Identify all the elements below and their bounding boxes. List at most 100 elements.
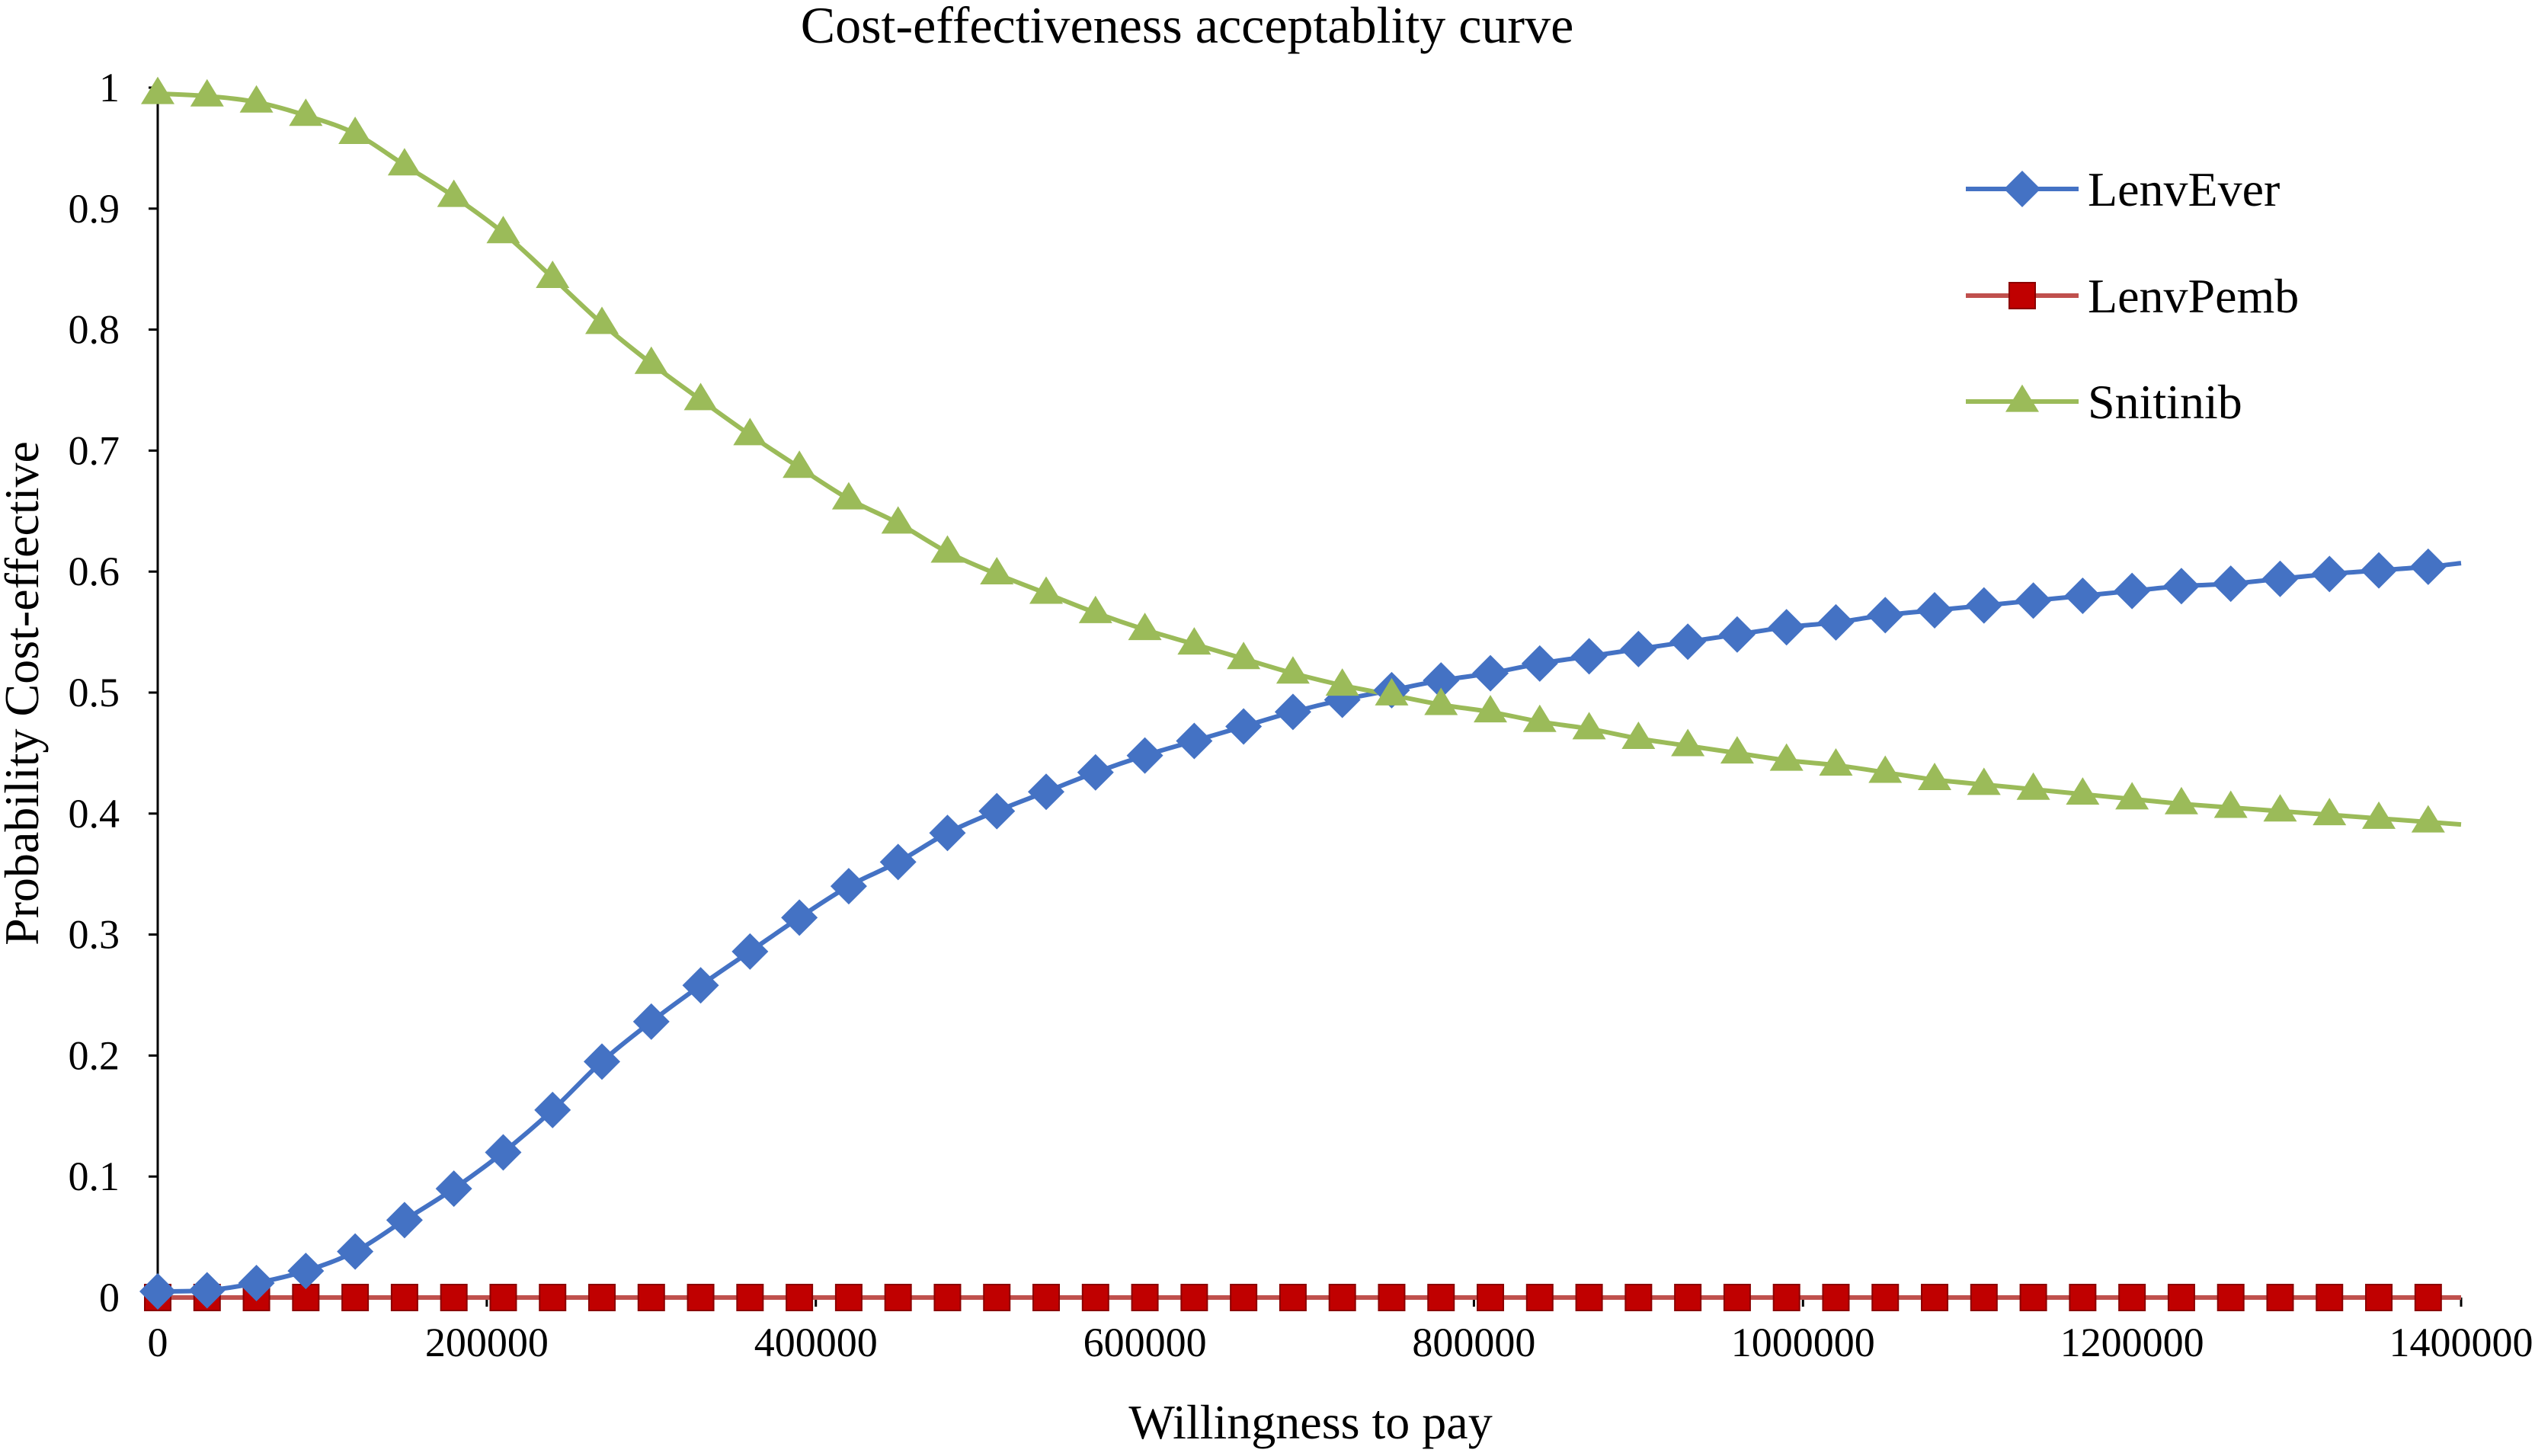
y-tick-label: 0.6 [69, 549, 120, 594]
y-tick-label: 0.1 [69, 1154, 120, 1199]
data-point-lenvever [1028, 773, 1065, 811]
data-point-lenvpemb [1525, 1284, 1554, 1311]
data-point-lenvever [2311, 555, 2348, 593]
data-point-lenvpemb [1674, 1284, 1702, 1311]
data-point-snitinib [486, 216, 520, 244]
data-point-lenvever [584, 1043, 621, 1080]
data-point-snitinib [2313, 798, 2347, 826]
markers-lenvpemb [144, 1284, 2442, 1311]
data-point-snitinib [2213, 790, 2248, 818]
data-point-snitinib [1671, 728, 1705, 757]
data-point-snitinib [1177, 627, 1211, 655]
data-point-lenvpemb [1822, 1284, 1850, 1311]
data-point-lenvever [287, 1253, 325, 1290]
x-tick-label: 1400000 [2389, 1320, 2533, 1365]
data-point-snitinib [585, 306, 619, 334]
data-point-lenvpemb [1772, 1284, 1800, 1311]
data-point-snitinib [683, 382, 718, 411]
data-point-lenvever [978, 792, 1016, 830]
x-tick-label: 0 [148, 1320, 168, 1365]
chart-title: Cost-effectiveness acceptablity curve [801, 0, 1574, 54]
data-point-lenvpemb [736, 1284, 764, 1311]
data-point-lenvever [1126, 737, 1163, 774]
data-point-lenvpemb [933, 1284, 962, 1311]
data-point-snitinib [2411, 805, 2445, 833]
data-point-lenvever [682, 967, 719, 1004]
data-point-lenvpemb [1575, 1284, 1603, 1311]
data-point-lenvever [1472, 654, 1509, 692]
data-point-snitinib [437, 179, 471, 207]
legend-marker-snitinib [2005, 384, 2039, 412]
data-point-lenvever [1570, 638, 1608, 675]
y-tick-label: 0 [99, 1275, 120, 1320]
data-point-lenvpemb [341, 1284, 370, 1311]
legend-label-lenvever: LenvEver [2088, 162, 2280, 216]
markers-lenvever [139, 548, 2447, 1310]
legend-marker-lenvpemb [2008, 282, 2036, 309]
y-axis-label: Probability Cost-effective [0, 441, 49, 946]
data-point-snitinib [2016, 772, 2050, 800]
data-point-snitinib [387, 148, 421, 176]
data-point-snitinib [1325, 668, 1359, 696]
data-point-snitinib [2115, 782, 2149, 810]
data-point-snitinib [2362, 801, 2396, 829]
data-point-lenvpemb [440, 1284, 468, 1311]
data-point-lenvpemb [2019, 1284, 2047, 1311]
data-point-lenvever [534, 1091, 571, 1128]
data-point-snitinib [2164, 786, 2198, 814]
data-point-snitinib [2066, 777, 2100, 805]
data-point-lenvpemb [1970, 1284, 1998, 1311]
data-point-snitinib [2263, 794, 2297, 822]
data-point-lenvpemb [637, 1284, 665, 1311]
data-point-lenvpemb [1081, 1284, 1109, 1311]
data-point-lenvpemb [2266, 1284, 2294, 1311]
data-point-snitinib [1868, 755, 1903, 783]
data-point-lenvever [1965, 587, 2002, 624]
data-point-lenvever [1225, 708, 1263, 745]
data-point-snitinib [338, 117, 373, 145]
data-point-lenvever [2162, 568, 2200, 605]
data-point-lenvpemb [1477, 1284, 1505, 1311]
data-point-lenvever [2015, 582, 2052, 619]
data-point-snitinib [783, 450, 817, 478]
legend-label-lenvpemb: LenvPemb [2088, 269, 2299, 323]
data-point-snitinib [980, 557, 1014, 585]
data-point-lenvpemb [1328, 1284, 1356, 1311]
data-point-snitinib [1621, 722, 1656, 750]
data-point-snitinib [289, 98, 323, 126]
data-point-lenvpemb [1723, 1284, 1751, 1311]
data-point-lenvever [2212, 565, 2249, 603]
data-point-lenvever [435, 1170, 472, 1208]
x-tick-label: 1000000 [1731, 1320, 1875, 1365]
data-point-lenvpemb [2069, 1284, 2097, 1311]
data-point-snitinib [1029, 576, 1064, 604]
data-point-lenvever [1274, 693, 1311, 731]
data-point-lenvpemb [1230, 1284, 1258, 1311]
x-tick-label: 200000 [425, 1320, 549, 1365]
y-tick-label: 0.9 [69, 186, 120, 232]
data-point-snitinib [1375, 677, 1409, 706]
x-tick-label: 400000 [754, 1320, 878, 1365]
data-point-snitinib [1769, 743, 1804, 771]
x-axis-label: Willingness to pay [1128, 1395, 1492, 1449]
data-point-lenvpemb [687, 1284, 715, 1311]
data-point-snitinib [1967, 767, 2001, 795]
data-point-lenvpemb [2414, 1284, 2442, 1311]
data-point-lenvpemb [539, 1284, 567, 1311]
data-point-lenvever [485, 1134, 522, 1171]
legend-marker-lenvever [2004, 171, 2040, 207]
data-point-snitinib [831, 482, 866, 510]
data-point-lenvpemb [588, 1284, 616, 1311]
markers-snitinib [141, 76, 2445, 833]
data-point-lenvever [1620, 630, 1657, 667]
data-point-lenvever [1077, 754, 1114, 791]
data-point-lenvever [830, 868, 867, 905]
data-point-snitinib [1522, 704, 1557, 732]
data-point-snitinib [881, 506, 915, 534]
data-point-snitinib [1276, 656, 1310, 684]
data-point-lenvever [1867, 597, 1904, 634]
data-point-lenvever [632, 1003, 670, 1040]
data-point-snitinib [634, 346, 668, 374]
data-point-lenvpemb [2365, 1284, 2393, 1311]
y-tick-label: 0.5 [69, 670, 120, 715]
